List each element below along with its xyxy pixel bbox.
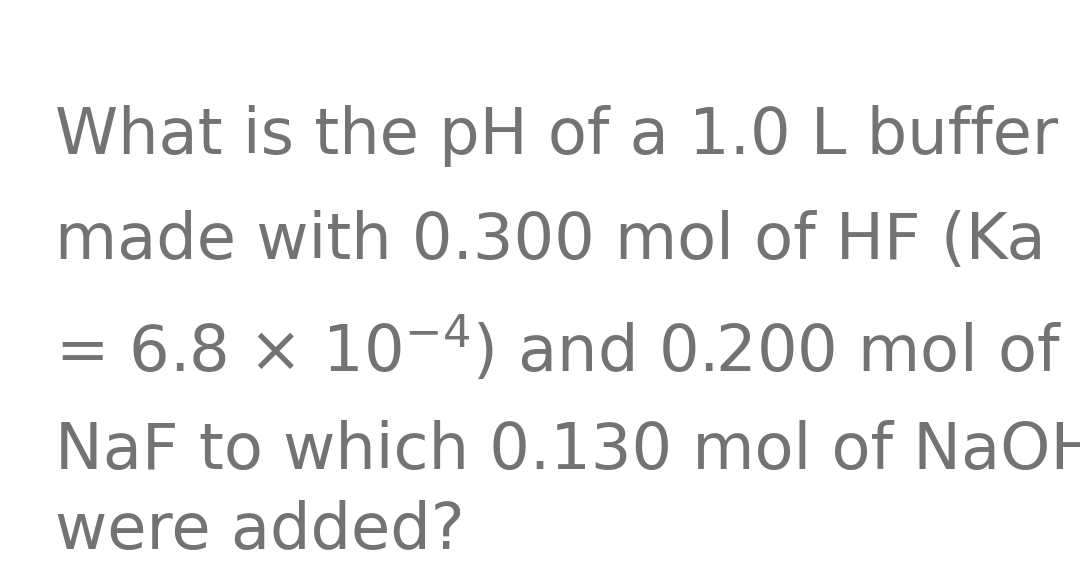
Text: NaF to which 0.130 mol of NaOH: NaF to which 0.130 mol of NaOH: [55, 420, 1080, 482]
Text: were added?: were added?: [55, 500, 464, 562]
Text: What is the pH of a 1.0 L buffer: What is the pH of a 1.0 L buffer: [55, 105, 1058, 167]
Text: = 6.8 × 10$^{-4}$) and 0.200 mol of: = 6.8 × 10$^{-4}$) and 0.200 mol of: [55, 315, 1062, 385]
Text: made with 0.300 mol of HF (Ka: made with 0.300 mol of HF (Ka: [55, 210, 1045, 272]
